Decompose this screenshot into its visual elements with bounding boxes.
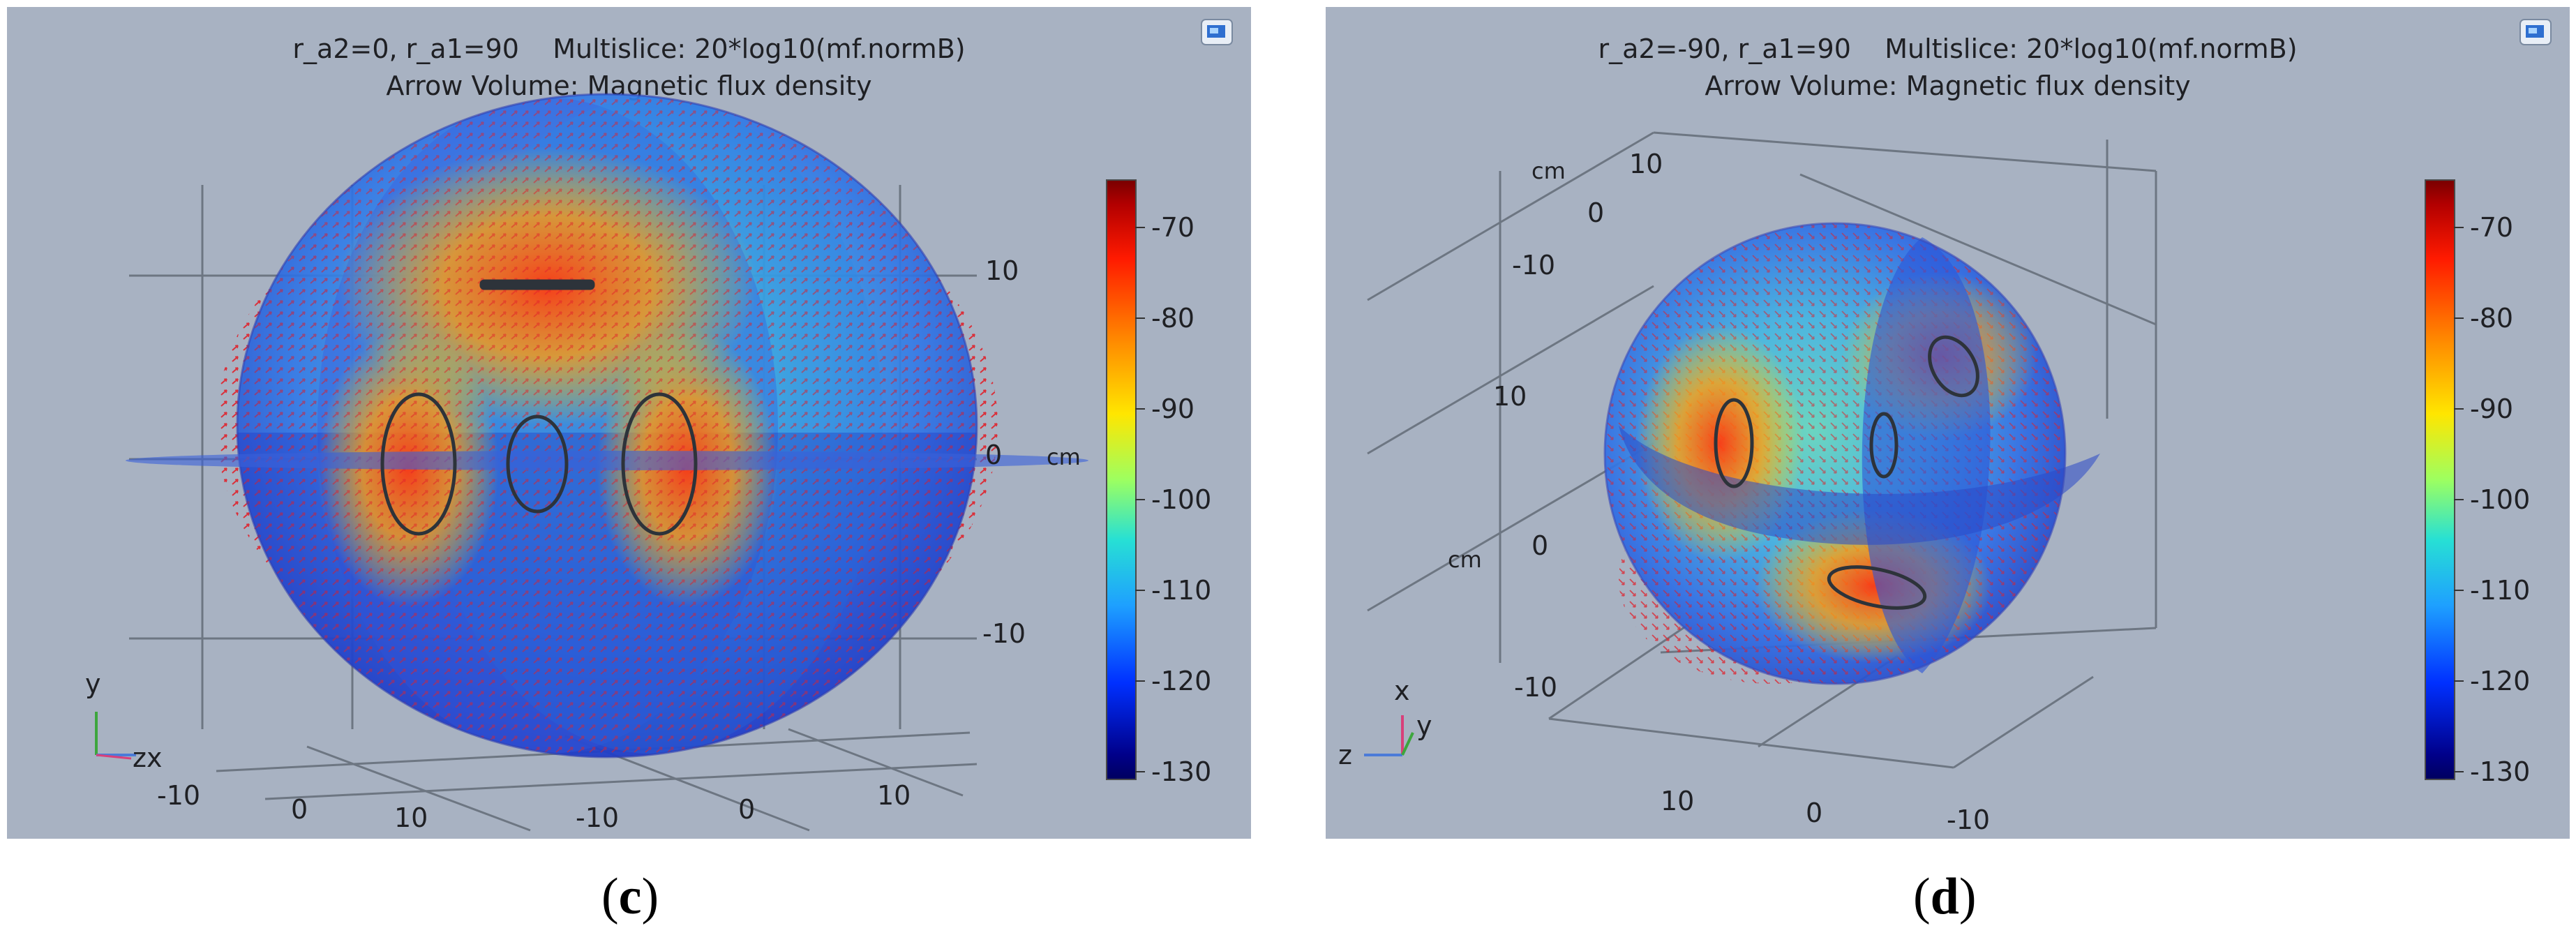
- bottom-tick: 10: [394, 802, 428, 833]
- caption-d-letter: d: [1930, 868, 1959, 925]
- camera-view-icon[interactable]: [1200, 18, 1234, 46]
- colorbar-tick-mark: [1135, 499, 1145, 500]
- colorbar-tick-mark: [1135, 227, 1145, 228]
- caption-c-open: (: [601, 868, 619, 925]
- panel-d-title-line2: Arrow Volume: Magnetic flux density: [1705, 70, 2191, 101]
- bottom-tick: -10: [576, 802, 620, 833]
- axis-triad-x-label: x: [1394, 675, 1410, 706]
- unit-label-cm-top: cm: [1532, 158, 1566, 184]
- colorbar-tick-mark: [2454, 680, 2464, 682]
- colorbar-tick-mark: [2454, 499, 2464, 500]
- right-axis-tick-0: 0: [985, 440, 1003, 470]
- colorbar-tick-mark: [2454, 590, 2464, 591]
- panel-c-title-line2: Arrow Volume: Magnetic flux density: [386, 70, 872, 101]
- colorbar-tick-mark: [1135, 590, 1145, 591]
- axis-triad-zx-label: zx: [133, 742, 163, 773]
- bottom-tick: 10: [877, 780, 911, 811]
- bottom-tick: 0: [291, 794, 308, 825]
- axis-triad-z-label: z: [1338, 740, 1352, 770]
- plot-panel-c: r_a2=0, r_a1=90 Multislice: 20*log10(mf.…: [7, 7, 1251, 839]
- right-axis-tick-minus10: -10: [982, 618, 1026, 649]
- axis-tick-top: 0: [1587, 197, 1605, 228]
- axis-tick-bottom: 0: [1806, 798, 1823, 828]
- axis-tick-top: -10: [1512, 250, 1556, 281]
- panel-d-title-line1: r_a2=-90, r_a1=90 Multislice: 20*log10(m…: [1598, 33, 2298, 64]
- colorbar-tick-mark: [1135, 680, 1145, 682]
- colorbar-tick-mark: [2454, 317, 2464, 319]
- bottom-tick: 0: [738, 794, 756, 825]
- colorbar-tick-label: -110: [2470, 575, 2531, 606]
- plot-panel-d: r_a2=-90, r_a1=90 Multislice: 20*log10(m…: [1326, 7, 2570, 839]
- colorbar-tick-label: -110: [1151, 575, 1212, 606]
- panel-c-coils: [380, 279, 698, 536]
- colorbar-tick-label: -70: [2470, 212, 2514, 243]
- camera-view-icon[interactable]: [2519, 18, 2552, 46]
- colorbar-tick-label: -120: [1151, 666, 1212, 696]
- axis-triad-c: [95, 712, 136, 760]
- panel-d-coils: [1714, 335, 1979, 610]
- axis-tick-top: 10: [1629, 149, 1663, 179]
- axis-triad-d: [1364, 715, 1414, 756]
- colorbar-tick-label: -70: [1151, 212, 1195, 243]
- caption-c-close: ): [641, 868, 659, 925]
- colorbar-tick-label: -90: [2470, 394, 2514, 424]
- bottom-tick: -10: [157, 780, 201, 811]
- colorbar-d: [2425, 179, 2455, 780]
- caption-c: (c): [601, 869, 659, 925]
- colorbar-tick-label: -130: [2470, 756, 2531, 787]
- caption-d: (d): [1913, 869, 1976, 925]
- axis-tick-bottom: 10: [1661, 786, 1695, 816]
- colorbar-tick-mark: [1135, 771, 1145, 772]
- colorbar-tick-label: -90: [1151, 394, 1195, 424]
- colorbar-tick-mark: [2454, 408, 2464, 410]
- caption-d-close: ): [1959, 868, 1977, 925]
- colorbar-tick-mark: [2454, 771, 2464, 772]
- panel-d-3d-plot[interactable]: [1326, 7, 2570, 839]
- colorbar-tick-label: -80: [2470, 303, 2514, 334]
- axis-tick-left: 10: [1493, 381, 1527, 412]
- right-axis-tick-10: 10: [985, 255, 1019, 286]
- panel-c-title-line1: r_a2=0, r_a1=90 Multislice: 20*log10(mf.…: [292, 33, 966, 64]
- unit-label-cm-left: cm: [1448, 546, 1482, 573]
- panel-d-sphere-slices: [1603, 222, 2100, 685]
- colorbar-tick-label: -100: [2470, 484, 2531, 515]
- axis-tick-bottom: -10: [1947, 805, 1991, 835]
- colorbar-tick-mark: [2454, 227, 2464, 228]
- colorbar-tick-mark: [1135, 408, 1145, 410]
- caption-c-letter: c: [618, 868, 642, 925]
- colorbar-tick-label: -130: [1151, 756, 1212, 787]
- colorbar-tick-mark: [1135, 317, 1145, 319]
- caption-d-open: (: [1913, 868, 1931, 925]
- colorbar-tick-label: -80: [1151, 303, 1195, 334]
- panel-c-sphere-slices: [126, 93, 1088, 758]
- unit-label-cm: cm: [1047, 444, 1081, 470]
- axis-triad-y-label: y: [85, 668, 101, 699]
- colorbar-c: [1106, 179, 1137, 780]
- colorbar-tick-label: -120: [2470, 666, 2531, 696]
- axis-tick-left: 0: [1532, 530, 1549, 561]
- axis-tick-left: -10: [1514, 672, 1558, 703]
- axis-triad-y-label: y: [1416, 710, 1432, 741]
- panel-c-3d-plot[interactable]: [7, 7, 1251, 839]
- colorbar-tick-label: -100: [1151, 484, 1212, 515]
